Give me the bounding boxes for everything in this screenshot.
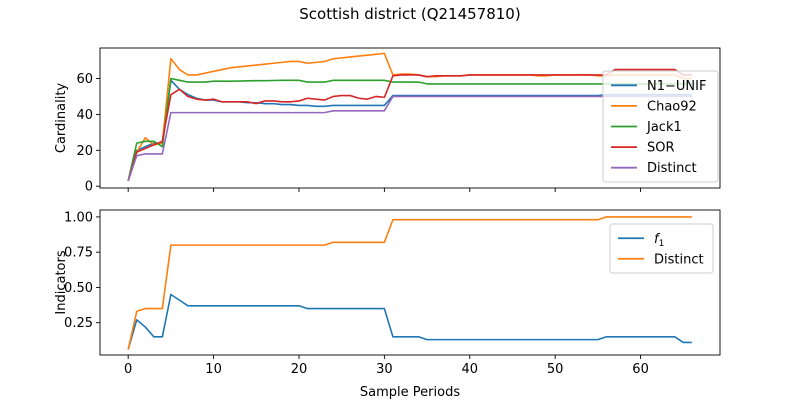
series-line-1-5 [127, 95, 692, 182]
subplot-2: 0 10 20 30 40 50 60 0.25 0.50 0.75 1.00 Indicators f… [54, 209, 721, 377]
series-line-1-2 [127, 52, 692, 182]
y-axis-label: Indicators [54, 250, 69, 314]
y-tick-label: 40 [76, 108, 93, 123]
legend-label: f1 [654, 232, 664, 249]
legend-label: SOR [647, 141, 675, 156]
legend-box [609, 223, 714, 274]
axes-frame [99, 209, 721, 356]
y-tick-label: 0.75 [64, 246, 93, 261]
x-tick-label: 60 [632, 362, 649, 377]
x-tick-label: 40 [462, 362, 479, 377]
legend-label: Distinct [654, 252, 704, 267]
y-tick-label: 20 [76, 144, 93, 159]
y-axis-label: Cardinality [54, 83, 69, 154]
legend: f1 Distinct [609, 223, 714, 274]
figure-title: Scottish district (Q21457810) [299, 5, 520, 23]
x-tick-label: 30 [376, 362, 393, 377]
y-tick-label: 0.25 [64, 316, 93, 331]
y-tick-label: 1.00 [64, 210, 93, 225]
x-tick-label: 20 [291, 362, 308, 377]
series-line-1-3 [127, 77, 692, 181]
x-tick-label: 10 [205, 362, 222, 377]
axes-frame [99, 47, 721, 189]
x-axis-label: Sample Periods [360, 385, 460, 400]
subplot-1: 0 20 40 60 Cardinality N1−UNIF Chao92 Jack1 SOR D… [54, 47, 721, 195]
x-tick-label: 50 [547, 362, 564, 377]
subplot-panels: 0 20 40 60 Cardinality N1−UNIF Chao92 Jack1 SOR D… [54, 47, 721, 377]
legend-label: Jack1 [646, 120, 682, 135]
series-line-2-2 [127, 216, 692, 350]
series-line-2-1 [127, 293, 692, 350]
y-tick-label: 0 [85, 180, 93, 195]
legend-label: Chao92 [647, 99, 697, 114]
legend-box [602, 70, 719, 183]
y-tick-label: 60 [76, 72, 93, 87]
legend-label: Distinct [647, 161, 697, 176]
legend-label: N1−UNIF [647, 79, 706, 94]
x-tick-label: 0 [124, 362, 132, 377]
y-tick-label: 0.50 [64, 281, 93, 296]
legend: N1−UNIF Chao92 Jack1 SOR Distinct [602, 70, 719, 183]
series-line-1-4 [127, 68, 692, 182]
